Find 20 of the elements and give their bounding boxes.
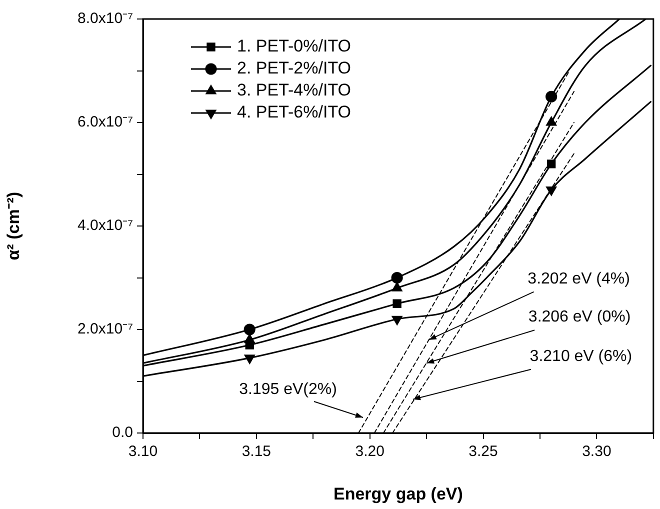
legend-label: 4. PET-6%/ITO [237, 102, 352, 122]
annotation: 3.210 eV (6%) [530, 348, 632, 365]
y-tick-label: 4.0x10⁻⁷ [78, 217, 133, 234]
legend-label: 1. PET-0%/ITO [237, 36, 352, 56]
legend-label: 2. PET-2%/ITO [237, 58, 352, 78]
x-tick-label: 3.15 [242, 443, 272, 460]
y-tick-label: 8.0x10⁻⁷ [78, 10, 133, 28]
annotation: 3.202 eV (4%) [528, 270, 630, 288]
x-tick-label: 3.20 [355, 443, 384, 460]
y-tick-label: 0.0 [112, 424, 133, 442]
x-tick-label: 3.25 [468, 443, 498, 460]
legend-label: 3. PET-4%/ITO [237, 80, 352, 100]
annotation: 3.206 eV (0%) [528, 308, 631, 326]
y-axis-title: α² (cm⁻²) [4, 192, 23, 260]
y-tick-label: 2.0x10⁻⁷ [78, 320, 133, 338]
annotation: 3.195 eV(2%) [239, 380, 337, 398]
x-tick-label: 3.10 [128, 443, 158, 460]
x-tick-label: 3.30 [582, 443, 612, 460]
y-tick-label: 6.0x10⁻⁷ [78, 114, 133, 131]
x-axis-title: Energy gap (eV) [333, 484, 463, 504]
